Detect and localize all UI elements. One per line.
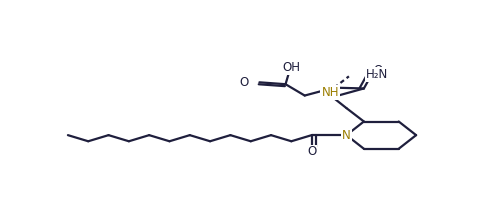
Text: O: O [239,76,248,89]
Text: OH: OH [282,61,300,74]
Text: O: O [373,64,382,77]
Text: NH: NH [321,86,338,99]
Text: N: N [341,129,350,142]
Text: O: O [306,145,316,158]
Text: H₂N: H₂N [365,68,387,81]
